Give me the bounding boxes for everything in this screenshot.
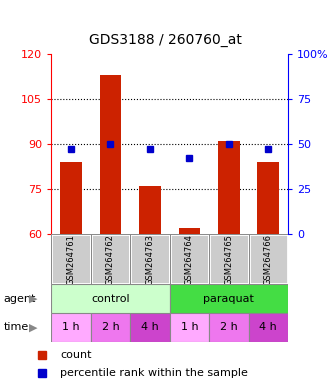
Bar bbox=[91, 313, 130, 342]
Text: GSM264763: GSM264763 bbox=[145, 234, 155, 285]
Text: GDS3188 / 260760_at: GDS3188 / 260760_at bbox=[89, 33, 242, 47]
Text: 4 h: 4 h bbox=[141, 322, 159, 333]
Text: time: time bbox=[3, 322, 28, 333]
Text: GSM264761: GSM264761 bbox=[67, 234, 75, 285]
Bar bbox=[51, 234, 91, 284]
Bar bbox=[100, 75, 121, 234]
Text: GSM264766: GSM264766 bbox=[264, 234, 273, 285]
Bar bbox=[169, 284, 288, 313]
Bar bbox=[51, 313, 91, 342]
Bar bbox=[169, 234, 209, 284]
Bar bbox=[178, 228, 200, 234]
Bar bbox=[218, 141, 240, 234]
Bar bbox=[139, 186, 161, 234]
Bar bbox=[51, 284, 169, 313]
Bar bbox=[209, 313, 249, 342]
Bar bbox=[91, 234, 130, 284]
Text: 2 h: 2 h bbox=[102, 322, 119, 333]
Text: GSM264762: GSM264762 bbox=[106, 234, 115, 285]
Text: ▶: ▶ bbox=[29, 322, 37, 333]
Text: 1 h: 1 h bbox=[62, 322, 80, 333]
Text: agent: agent bbox=[3, 293, 36, 304]
Text: GSM264764: GSM264764 bbox=[185, 234, 194, 285]
Text: GSM264765: GSM264765 bbox=[224, 234, 233, 285]
Bar bbox=[130, 313, 169, 342]
Text: paraquat: paraquat bbox=[203, 293, 254, 304]
Bar bbox=[249, 234, 288, 284]
Bar bbox=[258, 162, 279, 234]
Text: 2 h: 2 h bbox=[220, 322, 238, 333]
Text: ▶: ▶ bbox=[29, 293, 37, 304]
Bar bbox=[209, 234, 249, 284]
Text: count: count bbox=[60, 350, 92, 360]
Text: 1 h: 1 h bbox=[180, 322, 198, 333]
Text: percentile rank within the sample: percentile rank within the sample bbox=[60, 367, 248, 377]
Bar bbox=[130, 234, 169, 284]
Bar bbox=[169, 313, 209, 342]
Text: 4 h: 4 h bbox=[260, 322, 277, 333]
Bar bbox=[60, 162, 82, 234]
Text: control: control bbox=[91, 293, 130, 304]
Bar bbox=[249, 313, 288, 342]
